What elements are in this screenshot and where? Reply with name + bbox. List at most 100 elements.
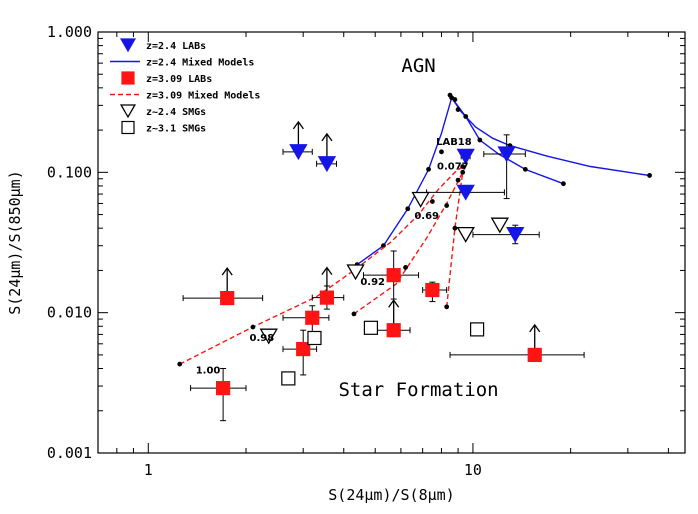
smg-square-marker — [470, 322, 485, 337]
legend-item: z~2.4 SMGs — [119, 104, 206, 119]
model-grid-dot — [351, 311, 357, 317]
lab-square-marker — [425, 282, 440, 298]
legend-label: z=2.4 LABs — [146, 41, 206, 52]
model-grid-dot — [405, 206, 411, 212]
model-curve-line — [179, 165, 464, 365]
lab-square-marker — [296, 342, 311, 357]
data-point — [449, 323, 585, 363]
lower-limit-arrowhead — [321, 132, 333, 142]
legend-label: z=2.4 Mixed Models — [146, 57, 254, 69]
data-point — [470, 322, 485, 337]
data-point — [483, 134, 526, 200]
model-grid-dot — [522, 166, 528, 172]
data-point — [426, 184, 505, 201]
model-grid-dot — [177, 361, 183, 367]
annotation-label: 0.69 — [414, 211, 439, 222]
annotation-label: 0.98 — [249, 333, 274, 344]
smg-triangle-marker — [346, 264, 365, 281]
model-curve-line — [446, 172, 464, 307]
model-grid-dot — [426, 166, 431, 172]
lower-limit-arrowhead — [529, 323, 541, 333]
model-grid-dot — [460, 169, 466, 175]
data-point — [316, 132, 338, 173]
model-grid-dot — [439, 149, 444, 155]
model-grid-dot — [455, 107, 461, 112]
annotation-label: Star Formation — [338, 379, 498, 401]
data-point — [311, 266, 345, 310]
annotation-label: LAB18 — [436, 137, 472, 148]
data-markers — [182, 120, 585, 422]
lab-square-marker — [386, 268, 401, 283]
smg-square-marker — [281, 371, 296, 386]
annotations: AGN Star Formation LAB18 0.077 0.69 0.92 0.98 1… — [196, 55, 499, 401]
data-point — [281, 371, 296, 386]
smg-triangle-marker — [259, 328, 278, 345]
lower-limit-arrowhead — [292, 120, 304, 130]
model-grid-dot — [647, 173, 652, 178]
data-point — [346, 264, 365, 281]
axis-ticks: 1 10 0.001 0.010 0.100 1.000 — [47, 23, 685, 479]
model-curve-line — [451, 97, 564, 185]
data-point — [490, 217, 509, 234]
lab-square-marker — [386, 323, 401, 338]
smg-square-marker — [307, 330, 322, 346]
legend-label: z=3.09 LABs — [146, 74, 212, 85]
model-curve-line — [353, 171, 464, 315]
smg-triangle-marker — [490, 217, 509, 234]
model-grid-dot — [477, 137, 483, 143]
legend: z=2.4 LABs z=2.4 Mixed Models z=3.09 LABs z… — [110, 38, 260, 135]
model-grid-dot — [444, 203, 450, 208]
model-grid-dot — [452, 97, 458, 102]
model-grid-dot — [463, 114, 469, 119]
data-point — [190, 368, 247, 422]
data-point — [282, 305, 330, 335]
model-grid-dot — [455, 177, 461, 183]
model-grid-dot — [429, 199, 435, 204]
lab-triangle-marker — [456, 148, 475, 165]
y-tick-label: 0.001 — [47, 444, 92, 462]
lower-limit-arrowhead — [321, 266, 333, 275]
lab-square-marker — [220, 290, 235, 306]
x-tick-label: 10 — [464, 461, 482, 479]
model-grid-dot — [460, 164, 466, 169]
x-tick-label: 1 — [144, 461, 153, 479]
data-point — [411, 191, 430, 208]
smg-triangle-marker — [456, 226, 475, 243]
lab-triangle-marker — [317, 156, 337, 173]
model-curve-line — [356, 96, 650, 266]
lab-square-marker — [319, 290, 335, 305]
data-point — [362, 250, 420, 300]
legend-label: z=3.09 Mixed Models — [146, 90, 260, 102]
data-point — [363, 320, 379, 335]
legend-item: z=3.09 Mixed Models — [110, 90, 260, 102]
lab-square-marker — [527, 347, 542, 363]
legend-swatch — [121, 120, 135, 135]
y-tick-label: 0.100 — [47, 163, 92, 181]
lab-square-marker — [305, 310, 320, 325]
legend-label: z~3.1 SMGs — [146, 124, 206, 135]
legend-swatch — [119, 38, 137, 53]
data-point — [374, 299, 411, 338]
data-point — [422, 281, 448, 303]
data-point — [456, 148, 475, 165]
model-grid-dot — [452, 225, 458, 231]
legend-item: z=3.09 LABs — [121, 71, 212, 85]
model-grid-dot — [444, 304, 450, 310]
data-point — [307, 330, 322, 346]
x-axis-title: S(24μm)/S(8μm) — [328, 486, 454, 504]
data-point — [472, 224, 540, 245]
legend-swatch — [119, 104, 137, 119]
annotation-label: AGN — [401, 55, 435, 77]
data-point — [182, 266, 264, 306]
plot-frame — [97, 31, 686, 454]
smg-square-marker — [363, 320, 379, 335]
model-curves — [177, 92, 652, 367]
lab-triangle-marker — [497, 146, 516, 163]
model-grid-dot — [561, 181, 566, 187]
lab-triangle-marker — [506, 226, 525, 243]
y-tick-label: 0.010 — [47, 304, 92, 322]
lab-square-marker — [216, 381, 231, 396]
y-axis-title: S(24μm)/S(850μm) — [6, 170, 24, 315]
annotation-label: 0.92 — [360, 277, 385, 288]
